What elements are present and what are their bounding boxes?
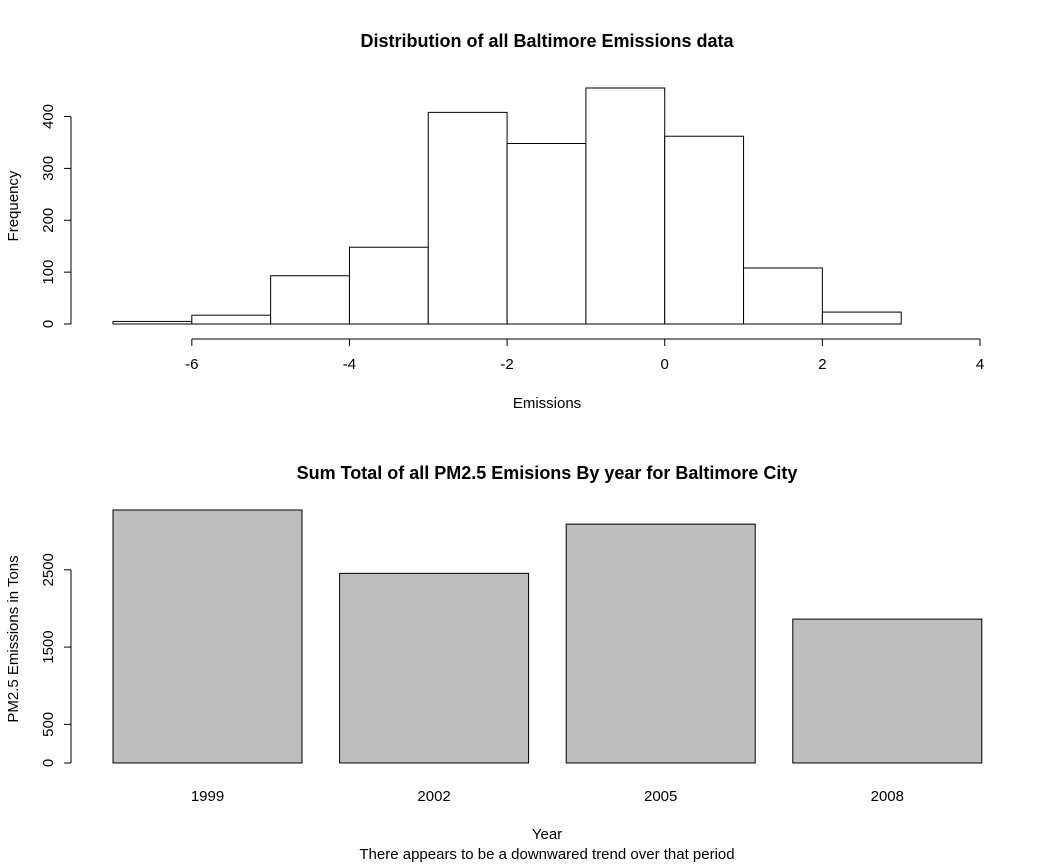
barchart-bars: [112, 509, 983, 764]
barchart-x-tick-labels: 1999 2002 2005 2008: [191, 788, 904, 805]
histogram-y-tick-label: 200: [40, 208, 57, 233]
barchart-y-label: PM2.5 Emissions in Tons: [5, 555, 22, 722]
barchart-x-tick-label: 2008: [871, 788, 904, 805]
histogram-bar: [821, 311, 902, 325]
histogram-x-label: Emissions: [513, 395, 581, 412]
histogram-bar: [664, 135, 745, 325]
barchart-bar: [792, 618, 983, 764]
barchart-y-tick-label: 500: [40, 712, 57, 737]
barchart-x-tick-label: 2002: [417, 788, 450, 805]
barchart-title: Sum Total of all PM2.5 Emisions By year …: [297, 463, 798, 483]
histogram-y-tick-label: 100: [40, 260, 57, 285]
histogram-y-tick-label: 300: [40, 156, 57, 181]
histogram-panel: Distribution of all Baltimore Emissions …: [5, 31, 984, 412]
histogram-x-tick-label: 2: [818, 356, 826, 373]
barchart-x-tick-label: 1999: [191, 788, 224, 805]
histogram-x-tick-label: -4: [343, 356, 356, 373]
histogram-title: Distribution of all Baltimore Emissions …: [360, 31, 734, 51]
barchart-bar: [565, 523, 756, 764]
histogram-x-tick-label: 4: [976, 356, 984, 373]
histogram-bar: [348, 246, 429, 325]
histogram-bars: [112, 87, 902, 325]
histogram-bar: [112, 320, 193, 325]
histogram-y-tick-label: 400: [40, 104, 57, 129]
histogram-bar: [191, 314, 272, 325]
barchart-bar: [339, 572, 530, 764]
histogram-bar: [427, 111, 508, 325]
histogram-bar: [743, 267, 823, 325]
barchart-panel: Sum Total of all PM2.5 Emisions By year …: [5, 463, 983, 863]
barchart-subtitle: There appears to be a downwared trend ov…: [359, 846, 734, 863]
barchart-y-tick-label: 2500: [40, 553, 57, 586]
histogram-x-tick-label: -2: [500, 356, 513, 373]
histogram-x-axis: -6 -4 -2 0 2 4: [185, 338, 984, 373]
histogram-x-tick-label: -6: [185, 356, 198, 373]
barchart-y-tick-label: 0: [40, 759, 57, 767]
histogram-y-label: Frequency: [5, 170, 22, 241]
barchart-y-tick-label: 1500: [40, 630, 57, 663]
barchart-x-tick-label: 2005: [644, 788, 677, 805]
histogram-y-tick-label: 0: [40, 320, 57, 328]
barchart-x-label: Year: [532, 826, 562, 843]
histogram-bar: [585, 87, 666, 325]
histogram-y-axis: 0 100 200 300 400: [40, 104, 72, 328]
histogram-bar: [506, 142, 587, 325]
barchart-bar: [112, 509, 303, 764]
barchart-y-axis: 0 500 1500 2500: [40, 553, 72, 767]
histogram-x-tick-label: 0: [661, 356, 669, 373]
histogram-bar: [270, 275, 350, 325]
